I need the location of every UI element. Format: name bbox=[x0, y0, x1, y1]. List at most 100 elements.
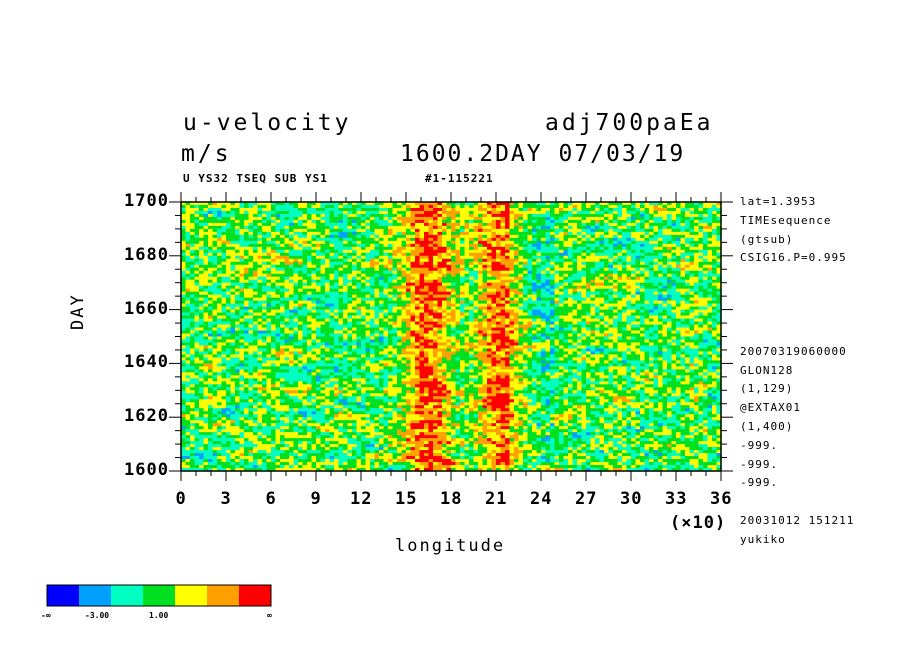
heatmap-cell bbox=[271, 222, 277, 227]
heatmap-cell bbox=[698, 273, 704, 278]
heatmap-cell bbox=[559, 246, 565, 251]
heatmap-cell bbox=[685, 315, 691, 320]
heatmap-cell bbox=[689, 273, 695, 278]
heatmap-cell bbox=[361, 255, 367, 260]
heatmap-cell bbox=[487, 318, 493, 323]
heatmap-cell bbox=[266, 270, 272, 275]
heatmap-cell bbox=[680, 240, 686, 245]
heatmap-cell bbox=[523, 222, 529, 227]
heatmap-cell bbox=[527, 282, 533, 287]
heatmap-cell bbox=[712, 282, 718, 287]
heatmap-cell bbox=[352, 222, 358, 227]
heatmap-cell bbox=[500, 276, 506, 281]
heatmap-cell bbox=[689, 306, 695, 311]
heatmap-cell bbox=[406, 306, 412, 311]
heatmap-cell bbox=[554, 276, 560, 281]
heatmap-cell bbox=[181, 300, 187, 305]
heatmap-cell bbox=[694, 231, 700, 236]
heatmap-cell bbox=[433, 264, 439, 269]
heatmap-cell bbox=[446, 219, 452, 224]
heatmap-cell bbox=[608, 207, 614, 212]
heatmap-cell bbox=[568, 210, 574, 215]
heatmap-cell bbox=[361, 321, 367, 326]
heatmap-cell bbox=[482, 291, 488, 296]
heatmap-cell bbox=[509, 252, 515, 257]
heatmap-cell bbox=[446, 306, 452, 311]
heatmap-cell bbox=[221, 261, 227, 266]
heatmap-cell bbox=[496, 309, 502, 314]
heatmap-cell bbox=[203, 231, 209, 236]
heatmap-cell bbox=[464, 264, 470, 269]
heatmap-cell bbox=[653, 285, 659, 290]
heatmap-cell bbox=[208, 312, 214, 317]
heatmap-cell bbox=[284, 243, 290, 248]
heatmap-cell bbox=[374, 219, 380, 224]
heatmap-cell bbox=[437, 291, 443, 296]
heatmap-cell bbox=[262, 264, 268, 269]
heatmap-cell bbox=[685, 252, 691, 257]
heatmap-cell bbox=[667, 270, 673, 275]
heatmap-cell bbox=[446, 207, 452, 212]
heatmap-cell bbox=[307, 204, 313, 209]
heatmap-cell bbox=[415, 231, 421, 236]
heatmap-cell bbox=[352, 270, 358, 275]
heatmap-cell bbox=[505, 312, 511, 317]
heatmap-cell bbox=[374, 202, 380, 206]
heatmap-cell bbox=[370, 300, 376, 305]
heatmap-cell bbox=[302, 264, 308, 269]
heatmap-cell bbox=[298, 318, 304, 323]
heatmap-cell bbox=[590, 213, 596, 218]
heatmap-cell bbox=[496, 213, 502, 218]
heatmap-cell bbox=[581, 202, 587, 206]
heatmap-cell bbox=[563, 237, 569, 242]
heatmap-cell bbox=[626, 264, 632, 269]
heatmap-cell bbox=[500, 297, 506, 302]
heatmap-cell bbox=[199, 279, 205, 284]
heatmap-cell bbox=[383, 246, 389, 251]
heatmap-cell bbox=[608, 240, 614, 245]
heatmap-cell bbox=[703, 240, 709, 245]
heatmap-cell bbox=[590, 249, 596, 254]
heatmap-cell bbox=[635, 222, 641, 227]
heatmap-cell bbox=[203, 312, 209, 317]
heatmap-cell bbox=[347, 207, 353, 212]
heatmap-cell bbox=[707, 246, 713, 251]
heatmap-cell bbox=[190, 213, 196, 218]
heatmap-cell bbox=[374, 318, 380, 323]
heatmap-cell bbox=[514, 228, 520, 233]
heatmap-cell bbox=[590, 216, 596, 221]
heatmap-cell bbox=[370, 216, 376, 221]
heatmap-cell bbox=[208, 276, 214, 281]
heatmap-cell bbox=[428, 240, 434, 245]
heatmap-cell bbox=[298, 219, 304, 224]
heatmap-cell bbox=[586, 273, 592, 278]
heatmap-cell bbox=[469, 228, 475, 233]
heatmap-cell bbox=[559, 249, 565, 254]
heatmap-cell bbox=[572, 216, 578, 221]
heatmap-cell bbox=[649, 225, 655, 230]
heatmap-cell bbox=[550, 288, 556, 293]
heatmap-cell bbox=[181, 264, 187, 269]
heatmap-cell bbox=[388, 285, 394, 290]
heatmap-cell bbox=[433, 231, 439, 236]
heatmap-cell bbox=[653, 207, 659, 212]
heatmap-cell bbox=[532, 237, 538, 242]
heatmap-cell bbox=[532, 279, 538, 284]
heatmap-cell bbox=[410, 246, 416, 251]
heatmap-cell bbox=[563, 261, 569, 266]
heatmap-cell bbox=[644, 306, 650, 311]
heatmap-cell bbox=[703, 213, 709, 218]
heatmap-cell bbox=[662, 216, 668, 221]
heatmap-cell bbox=[568, 243, 574, 248]
heatmap-cell bbox=[257, 207, 263, 212]
heatmap-cell bbox=[649, 255, 655, 260]
heatmap-cell bbox=[716, 261, 722, 266]
heatmap-cell bbox=[703, 273, 709, 278]
heatmap-cell bbox=[190, 237, 196, 242]
heatmap-cell bbox=[707, 249, 713, 254]
heatmap-cell bbox=[716, 243, 722, 248]
heatmap-cell bbox=[473, 300, 479, 305]
heatmap-cell bbox=[352, 306, 358, 311]
heatmap-cell bbox=[572, 279, 578, 284]
heatmap-cell bbox=[293, 246, 299, 251]
